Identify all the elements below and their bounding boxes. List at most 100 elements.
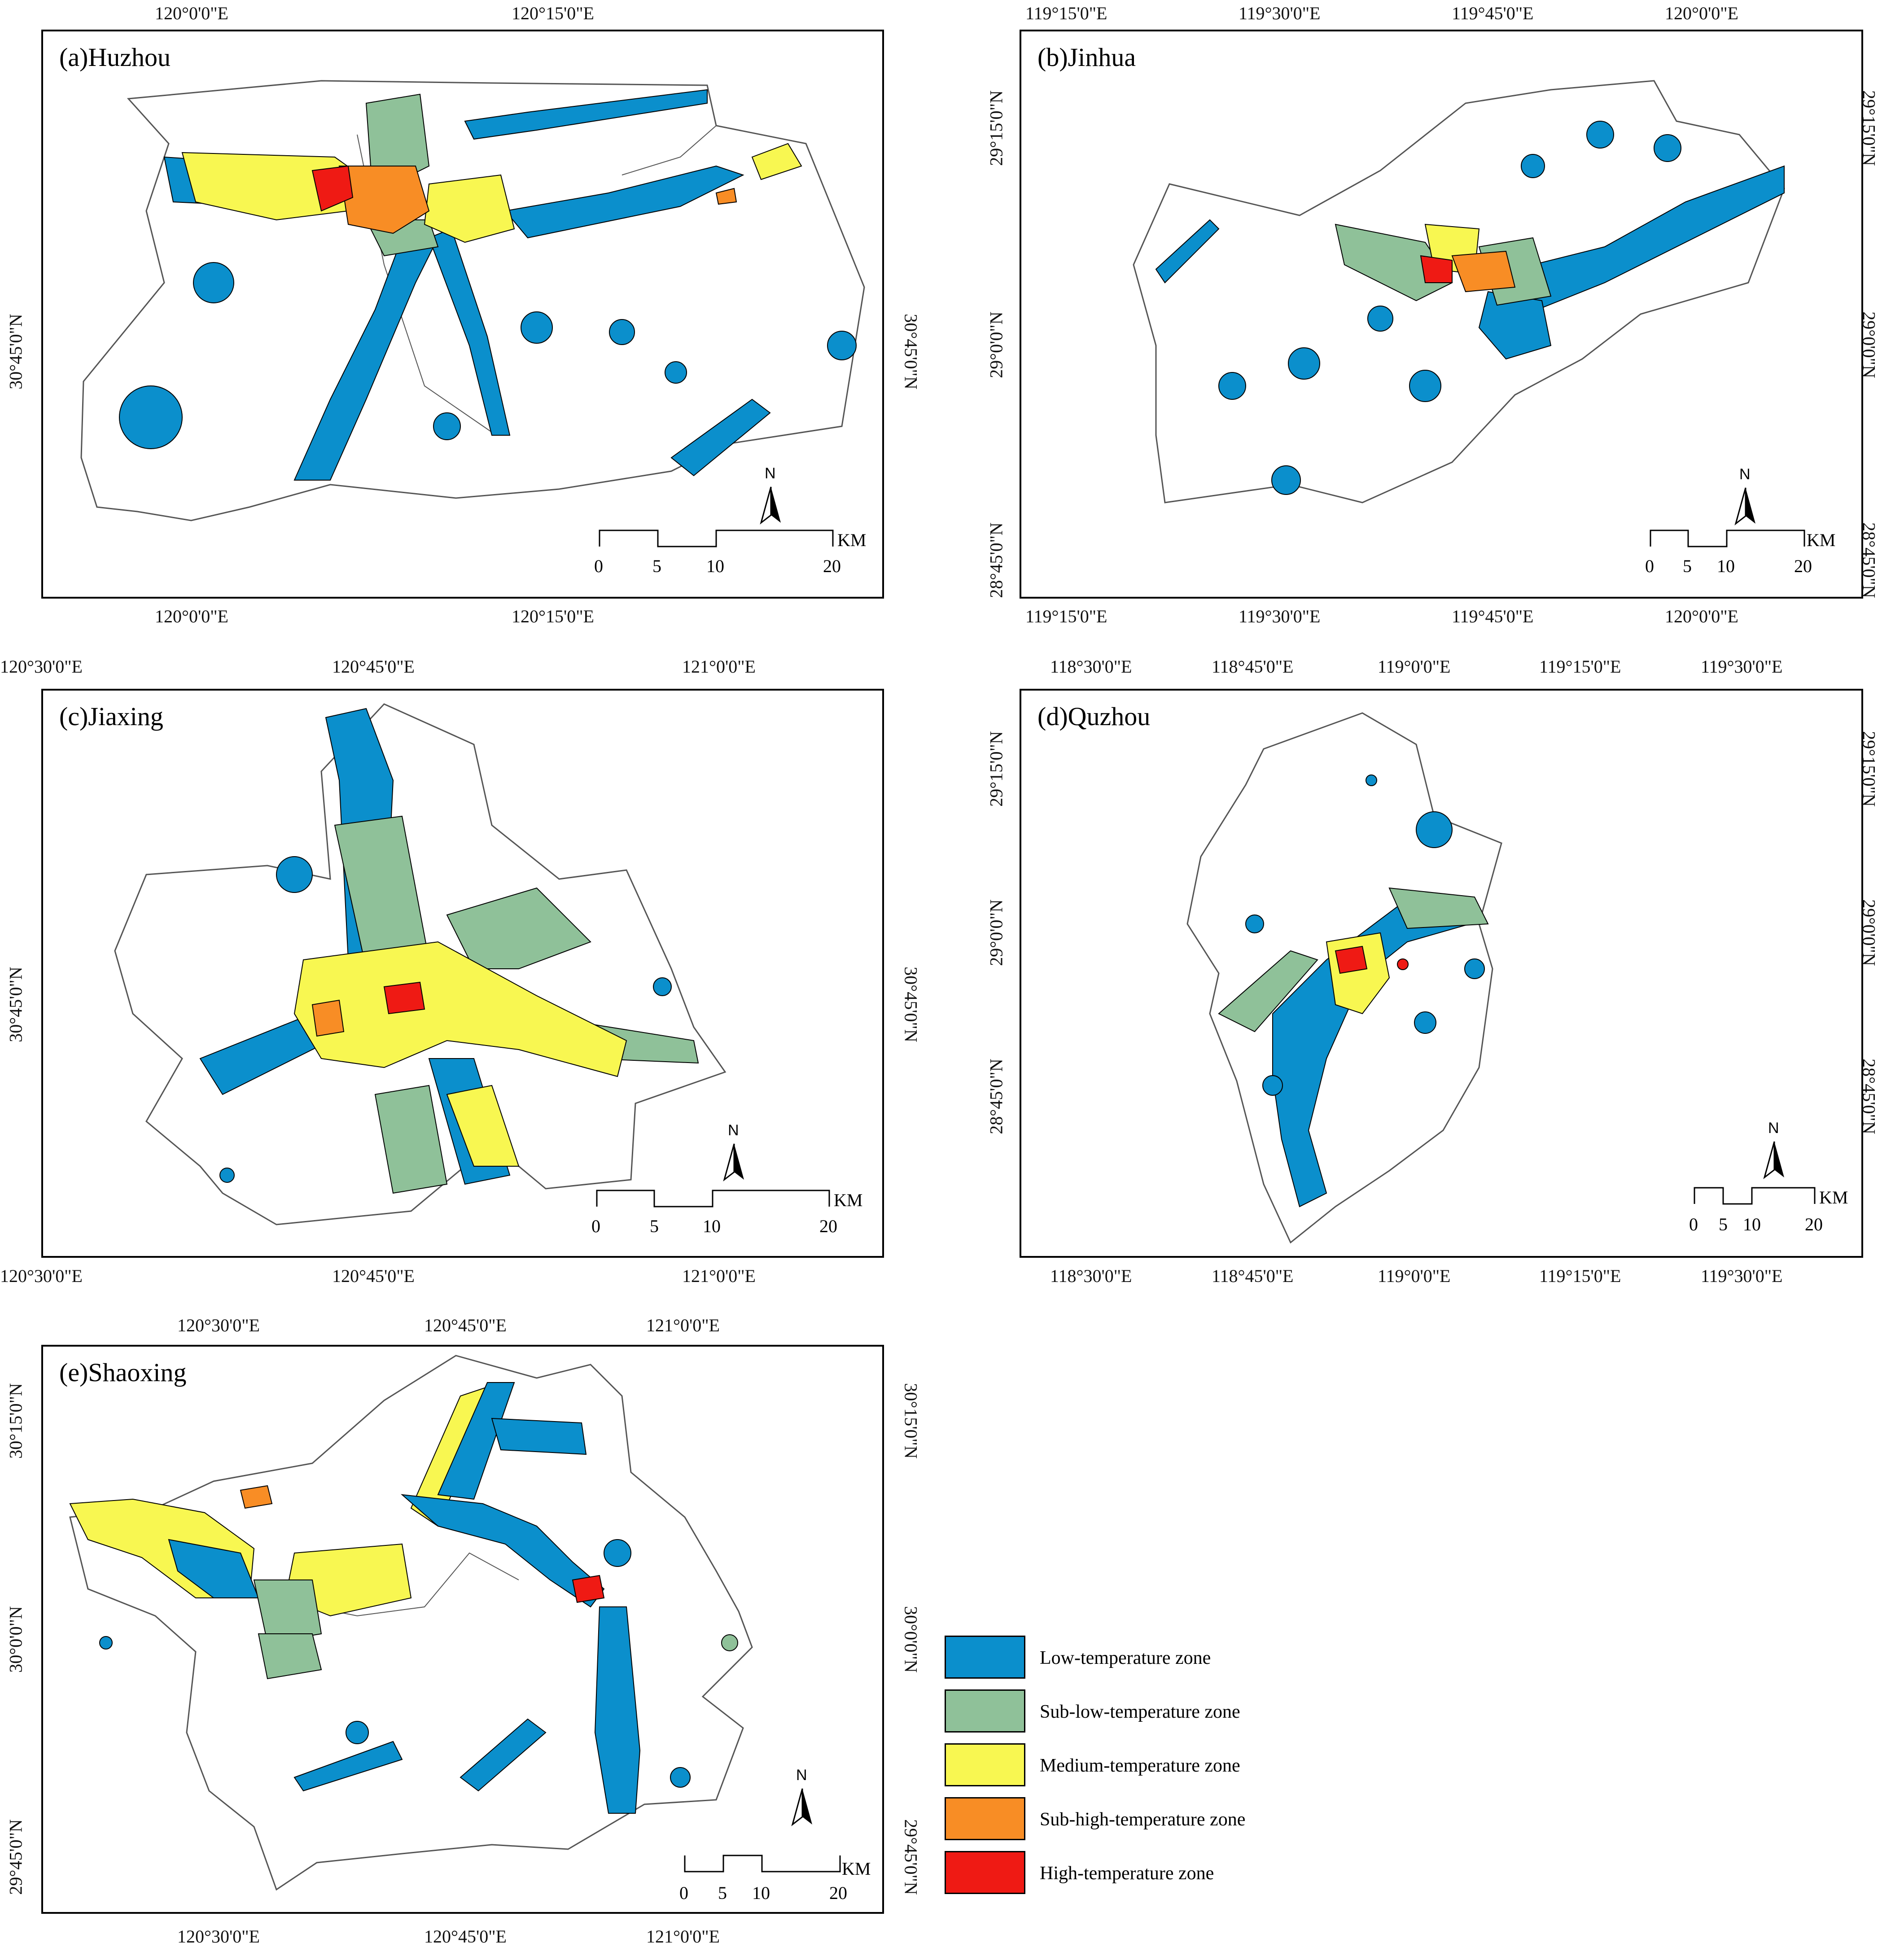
- e-bottom-tick-3: 121°0'0"E: [646, 1926, 720, 1947]
- d-top-tick-2: 118°45'0"E: [1212, 656, 1294, 677]
- quzhou-scale-unit: KM: [1819, 1187, 1848, 1208]
- huzhou-patch: [827, 331, 857, 360]
- b-left-tick-1: 29°15'0"N: [986, 90, 1007, 166]
- d-bottom-tick-3: 119°0'0"E: [1378, 1266, 1451, 1286]
- a-right-tick-1: 30°45'0"N: [901, 314, 921, 389]
- jiaxing-scale-bar: [596, 1190, 830, 1208]
- shaoxing-low-river-n: [437, 1382, 515, 1500]
- huzhou-map: [80, 80, 865, 521]
- panel-title-shaoxing: (e)Shaoxing: [59, 1358, 187, 1387]
- jinhua-patch: [1367, 306, 1393, 332]
- quzhou-patch: [1464, 958, 1485, 979]
- shaoxing-sub-high: [240, 1485, 273, 1509]
- jinhua-hot: [1420, 255, 1453, 283]
- quzhou-scale-bar: [1694, 1187, 1816, 1205]
- c-bottom-tick-2: 120°45'0"E: [332, 1266, 415, 1286]
- d-left-tick-2: 29°0'0"N: [986, 899, 1007, 966]
- d-left-tick-1: 29°15'0"N: [986, 731, 1007, 807]
- legend-swatch-high: [945, 1851, 1025, 1894]
- jiaxing-patch: [653, 977, 672, 996]
- legend-label-medium: Medium-temperature zone: [1040, 1755, 1240, 1776]
- panel-title-quzhou: (d)Quzhou: [1037, 702, 1151, 731]
- quzhou-scale-20: 20: [1805, 1214, 1823, 1234]
- e-top-tick-2: 120°45'0"E: [424, 1315, 507, 1335]
- huzhou-district-line-2: [622, 125, 717, 175]
- huzhou-patch: [521, 311, 553, 344]
- jinhua-patch: [1271, 465, 1301, 495]
- jinhua-low-nw: [1155, 219, 1220, 284]
- d-bottom-tick-4: 119°15'0"E: [1539, 1266, 1621, 1286]
- jiaxing-north-label: N: [728, 1122, 739, 1139]
- huzhou-north-label: N: [765, 465, 776, 482]
- quzhou-patch: [1262, 1075, 1283, 1096]
- panel-jiaxing: (c)Jiaxing N KM 0 5 10 20: [41, 689, 884, 1258]
- b-top-tick-4: 120°0'0"E: [1665, 3, 1738, 23]
- shaoxing-north-label: N: [796, 1767, 807, 1784]
- quzhou-sub-low-w: [1218, 950, 1318, 1033]
- b-top-tick-3: 119°45'0"E: [1452, 3, 1534, 23]
- shaoxing-map: [69, 1355, 753, 1891]
- shaoxing-low-south: [460, 1718, 547, 1792]
- jinhua-north-label: N: [1739, 466, 1751, 483]
- huzhou-low-se: [670, 398, 771, 477]
- huzhou-north-arrow: [760, 486, 781, 525]
- shaoxing-low-ne: [491, 1418, 587, 1455]
- jinhua-north-arrow: [1734, 487, 1755, 525]
- a-top-tick-2: 120°15'0"E: [512, 3, 594, 23]
- shaoxing-patch: [604, 1539, 631, 1567]
- jiaxing-sub-low-s: [374, 1085, 448, 1194]
- d-bottom-tick-2: 118°45'0"E: [1212, 1266, 1294, 1286]
- huzhou-scale-unit: KM: [837, 530, 867, 550]
- shaoxing-scale-unit: KM: [842, 1859, 871, 1879]
- jinhua-scale-5: 5: [1683, 556, 1692, 576]
- c-bottom-tick-3: 121°0'0"E: [682, 1266, 756, 1286]
- b-left-tick-3: 28°45'0"N: [986, 522, 1007, 598]
- a-bottom-tick-1: 120°0'0"E: [155, 606, 228, 626]
- jiaxing-scale-10: 10: [703, 1216, 721, 1236]
- shaoxing-low-sw: [293, 1741, 403, 1792]
- quzhou-hot: [1335, 945, 1368, 974]
- jiaxing-scale-unit: KM: [834, 1190, 863, 1210]
- quzhou-patch: [1416, 811, 1453, 848]
- legend-item-medium: Medium-temperature zone: [945, 1743, 1348, 1788]
- jiaxing-medium-core: [293, 941, 627, 1077]
- quzhou-scale-10: 10: [1743, 1214, 1761, 1234]
- legend-label-high: High-temperature zone: [1040, 1863, 1214, 1884]
- jinhua-patch: [1654, 134, 1681, 162]
- jinhua-patch: [1288, 347, 1320, 380]
- legend-item-sub-high: Sub-high-temperature zone: [945, 1797, 1348, 1842]
- legend-label-sub-low: Sub-low-temperature zone: [1040, 1702, 1240, 1722]
- e-bottom-tick-1: 120°30'0"E: [177, 1926, 260, 1947]
- jiaxing-scale-20: 20: [819, 1216, 837, 1236]
- huzhou-urban-core: [338, 166, 430, 234]
- shaoxing-patch: [99, 1636, 113, 1649]
- e-left-tick-2: 30°0'0"N: [5, 1606, 26, 1673]
- e-bottom-tick-2: 120°45'0"E: [424, 1926, 507, 1947]
- shaoxing-boundary: [69, 1355, 753, 1891]
- huzhou-medium-east: [751, 143, 802, 180]
- jinhua-scale-0: 0: [1645, 556, 1654, 576]
- shaoxing-scale-5: 5: [718, 1883, 727, 1903]
- panel-title-jinhua: (b)Jinhua: [1037, 43, 1136, 72]
- jinhua-patch: [1586, 121, 1614, 149]
- legend-swatch-sub-high: [945, 1797, 1025, 1840]
- huzhou-low-east: [504, 165, 744, 239]
- jiaxing-patch: [219, 1168, 235, 1183]
- jinhua-sub-low-1: [1335, 223, 1453, 302]
- d-top-tick-5: 119°30'0"E: [1701, 656, 1783, 677]
- shaoxing-sub-low: [253, 1579, 322, 1644]
- jiaxing-medium-s: [446, 1085, 520, 1167]
- b-top-tick-1: 119°15'0"E: [1025, 3, 1107, 23]
- b-bottom-tick-1: 119°15'0"E: [1025, 606, 1107, 626]
- huzhou-scale-0: 0: [594, 556, 603, 576]
- legend-swatch-low: [945, 1636, 1025, 1679]
- huzhou-patch: [119, 385, 183, 449]
- d-bottom-tick-5: 119°30'0"E: [1701, 1266, 1783, 1286]
- huzhou-sub-high-east: [715, 188, 737, 205]
- jinhua-map: [1133, 80, 1785, 503]
- e-left-tick-1: 30°15'0"N: [5, 1383, 26, 1459]
- panel-jinhua: (b)Jinhua N KM 0 5 10 20: [1020, 30, 1863, 599]
- quzhou-sub-low-e: [1388, 887, 1489, 929]
- huzhou-patch: [193, 262, 234, 303]
- panel-title-jiaxing: (c)Jiaxing: [59, 702, 163, 731]
